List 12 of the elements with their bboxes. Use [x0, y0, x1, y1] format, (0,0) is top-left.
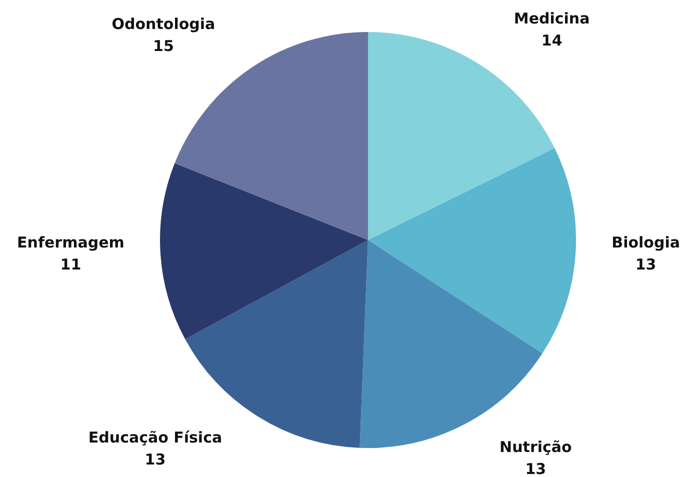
- slice-label: Biologia: [612, 234, 680, 252]
- data-label: 11: [60, 256, 82, 274]
- slice-label: Medicina: [514, 9, 590, 28]
- data-label: 13: [635, 256, 656, 274]
- data-label: 15: [153, 36, 174, 55]
- slice-label: Nutrição: [500, 438, 572, 456]
- data-label: 13: [525, 460, 546, 477]
- slice-label: Odontologia: [112, 14, 216, 33]
- data-label: 14: [541, 31, 562, 50]
- slice-label: Enfermagem: [17, 234, 124, 252]
- slice-label: Educação Física: [88, 428, 222, 446]
- data-label: 13: [144, 450, 166, 468]
